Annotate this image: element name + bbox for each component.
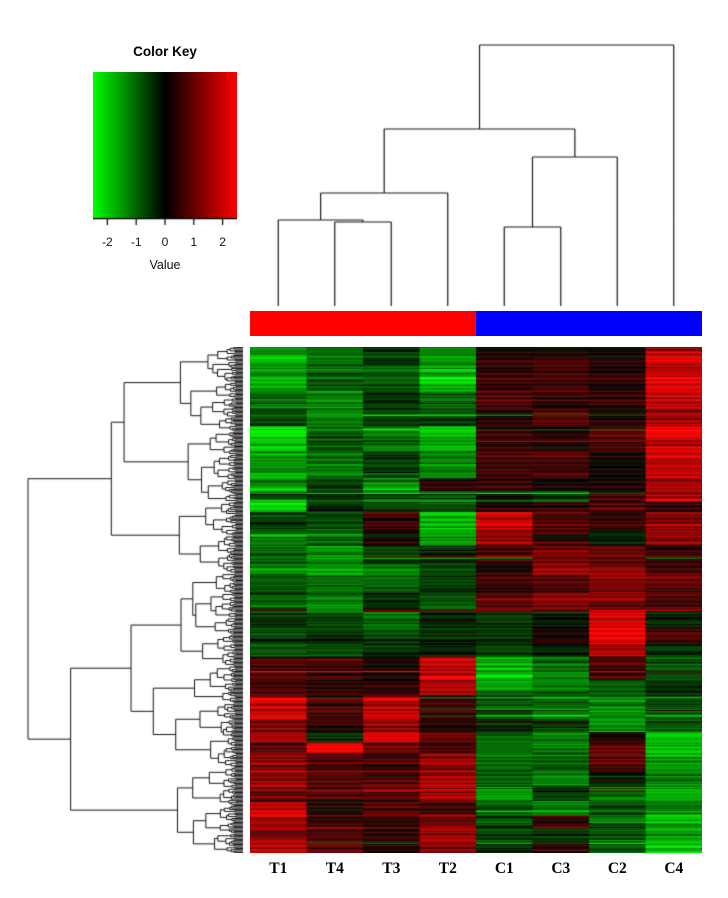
column-label-C4: C4	[664, 860, 684, 877]
row-dendrogram	[24, 347, 246, 853]
side-color-control	[476, 311, 702, 336]
column-side-color-bar	[250, 311, 702, 336]
column-label-T4: T4	[325, 860, 344, 877]
column-dendrogram	[250, 38, 710, 310]
color-key-title: Color Key	[133, 44, 197, 59]
color-key-tick-label: -1	[130, 235, 142, 249]
column-label-C1: C1	[494, 860, 514, 877]
color-key-gradient	[93, 72, 237, 226]
column-label-T2: T2	[438, 860, 457, 877]
color-key-tick-label: 2	[219, 235, 226, 249]
color-key-value-label: Value	[149, 258, 181, 272]
column-label-C2: C2	[607, 860, 627, 877]
column-label-T3: T3	[382, 860, 401, 877]
heatmap-matrix	[250, 347, 702, 853]
color-key-tick-label: 1	[190, 235, 198, 249]
column-labels: T1 T4 T3 T2 C1 C3 C2 C4	[250, 860, 702, 880]
side-color-treatment	[250, 311, 476, 336]
column-label-T1: T1	[269, 860, 288, 877]
color-key-tick-labels: -2 -1 0 1 2	[93, 235, 237, 250]
color-key-tick-label: -2	[102, 235, 113, 249]
column-label-C3: C3	[551, 860, 571, 877]
color-key-tick-label: 0	[161, 235, 169, 249]
